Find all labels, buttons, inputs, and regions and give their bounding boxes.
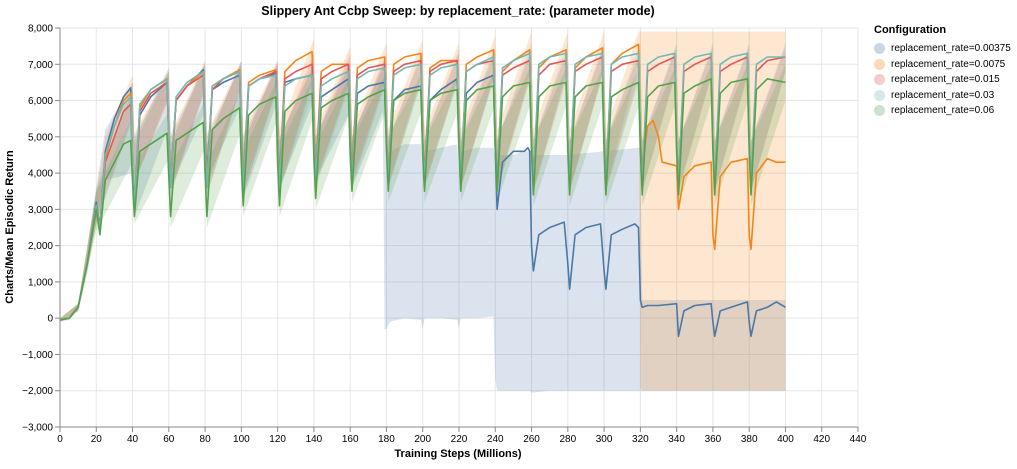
- series-line-5: [59, 78, 786, 321]
- legend-label: replacement_rate=0.00375: [891, 43, 1011, 55]
- series-band-3: [60, 46, 786, 322]
- x-tick-label: 180: [378, 434, 395, 445]
- x-tick-label: 40: [127, 434, 139, 445]
- y-tick-label: −1,000: [22, 350, 53, 361]
- x-tick-label: 200: [414, 434, 431, 445]
- y-tick-label: −3,000: [22, 423, 53, 434]
- legend-label: replacement_rate=0.03: [891, 89, 995, 101]
- legend: Configuration replacement_rate=0.00375 re…: [874, 24, 1014, 119]
- x-tick-label: 20: [91, 434, 103, 445]
- legend-title: Configuration: [874, 24, 947, 36]
- legend-swatch: [874, 105, 885, 117]
- y-axis-label: Charts/Mean Episodic Return: [4, 150, 16, 304]
- x-tick-label: 140: [306, 434, 323, 445]
- series-lines: [59, 43, 786, 338]
- y-tick-label: 2,000: [28, 241, 53, 252]
- legend-swatch: [874, 89, 885, 101]
- x-tick-label: 380: [741, 434, 758, 445]
- x-tick-label: 160: [342, 434, 359, 445]
- x-tick-label: 320: [632, 434, 649, 445]
- legend-label: replacement_rate=0.0075: [891, 58, 1006, 70]
- legend-label: replacement_rate=0.06: [891, 105, 995, 117]
- chart-title: Slippery Ant Ccbp Sweep: by replacement_…: [261, 4, 654, 18]
- series-band-1: [60, 64, 786, 393]
- axes: 0 20 40 60 80 100 120 140 160 180 200 220 240 260 280 3…: [22, 24, 867, 446]
- legend-item-2: replacement_rate=0.0075: [874, 57, 1014, 73]
- series-band-4: [60, 42, 786, 322]
- x-tick-label: 340: [668, 434, 685, 445]
- legend-swatch: [874, 74, 885, 86]
- x-tick-label: 280: [559, 434, 576, 445]
- y-tick-label: 4,000: [28, 169, 53, 180]
- legend-item-5: replacement_rate=0.06: [874, 103, 1014, 119]
- y-tick-label: 1,000: [28, 277, 53, 288]
- x-tick-label: 360: [705, 434, 722, 445]
- y-tick-label: 3,000: [28, 205, 53, 216]
- legend-swatch: [874, 58, 885, 70]
- series-band-2: [60, 31, 786, 391]
- y-tick-label: 7,000: [28, 60, 53, 71]
- x-tick-label: 220: [451, 434, 468, 445]
- x-tick-label: 260: [523, 434, 540, 445]
- x-tick-label: 400: [777, 434, 794, 445]
- x-tick-label: 240: [487, 434, 504, 445]
- x-tick-label: 300: [596, 434, 613, 445]
- x-tick-label: 0: [57, 434, 63, 445]
- x-tick-label: 440: [850, 434, 867, 445]
- y-tick-label: 5,000: [28, 132, 53, 143]
- y-tick-label: 0: [47, 314, 53, 325]
- x-tick-label: 100: [233, 434, 250, 445]
- legend-item-4: replacement_rate=0.03: [874, 88, 1014, 104]
- x-tick-label: 120: [269, 434, 286, 445]
- x-axis-label: Training Steps (Millions): [394, 448, 521, 460]
- y-tick-label: 6,000: [28, 96, 53, 107]
- legend-label: replacement_rate=0.015: [891, 74, 1000, 86]
- legend-item-1: replacement_rate=0.00375: [874, 41, 1014, 57]
- legend-items: replacement_rate=0.00375 replacement_rate…: [874, 41, 1014, 119]
- x-tick-label: 80: [200, 434, 212, 445]
- y-tick-label: 8,000: [28, 24, 53, 35]
- x-tick-label: 420: [813, 434, 830, 445]
- y-tick-label: −2,000: [22, 386, 53, 397]
- legend-swatch: [874, 43, 885, 55]
- x-tick-label: 60: [163, 434, 175, 445]
- legend-item-3: replacement_rate=0.015: [874, 72, 1014, 88]
